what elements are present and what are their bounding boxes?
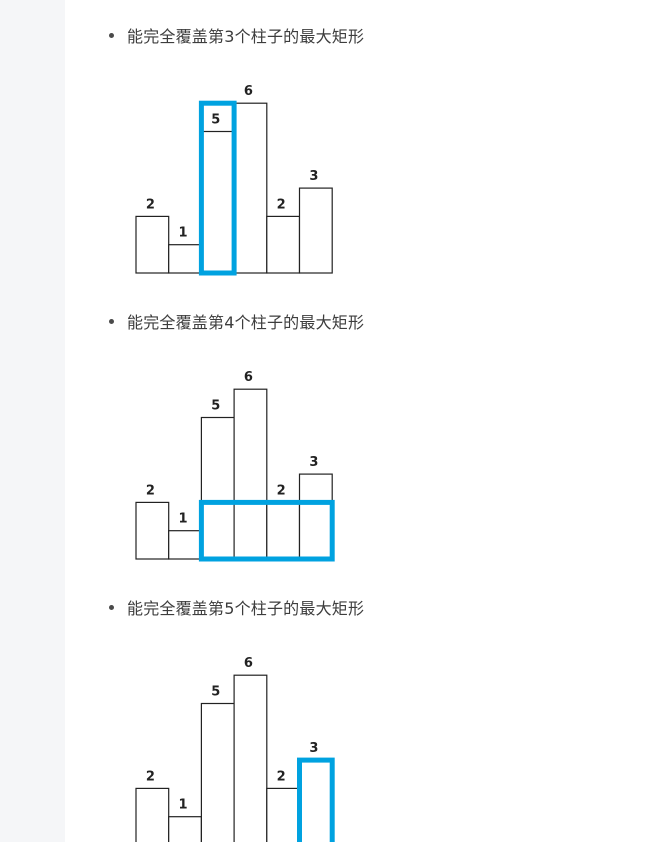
bar-value-label: 5: [211, 113, 220, 128]
list-item-caption: 能完全覆盖第3个柱子的最大矩形: [127, 27, 365, 46]
histogram-bar: [168, 816, 202, 842]
bar-value-label: 3: [309, 169, 318, 184]
bar-value-label: 6: [244, 370, 253, 385]
list-item: 能完全覆盖第4个柱子的最大矩形: [109, 309, 364, 333]
list-item: 能完全覆盖第5个柱子的最大矩形: [109, 595, 364, 619]
bar-value-label: 1: [179, 226, 188, 241]
content-area: 能完全覆盖第3个柱子的最大矩形 能完全覆盖第4个柱子的最大矩形 能完全覆盖第5个…: [65, 0, 664, 842]
histogram-bar: [266, 501, 301, 560]
histogram-bar: [298, 473, 333, 560]
histogram-bar: [168, 244, 202, 274]
histogram-bar: [200, 416, 235, 560]
bullet-icon: [109, 604, 114, 610]
list-item-caption: 能完全覆盖第4个柱子的最大矩形: [127, 313, 365, 332]
histogram-bar: [266, 787, 301, 842]
histogram-bar: [298, 759, 333, 842]
histogram-bar: [266, 215, 301, 274]
bar-value-label: 1: [179, 798, 188, 813]
bar-value-label: 3: [309, 455, 318, 470]
max-rectangle-highlight: [198, 100, 237, 276]
bar-value-label: 2: [146, 483, 155, 498]
histogram-bar: [233, 388, 268, 560]
bar-value-label: 2: [277, 769, 286, 784]
bar-value-label: 2: [146, 197, 155, 212]
max-rectangle-highlight: [198, 499, 335, 562]
histogram-bar: [298, 187, 333, 274]
bar-value-label: 2: [277, 197, 286, 212]
list-item-caption: 能完全覆盖第5个柱子的最大矩形: [127, 599, 365, 618]
bar-value-label: 6: [244, 656, 253, 671]
left-gutter: [0, 0, 65, 842]
list-item: 能完全覆盖第3个柱子的最大矩形: [109, 23, 364, 47]
histogram-bar: [135, 501, 170, 560]
histogram-bar: [168, 530, 202, 560]
histogram-bar: [200, 702, 235, 842]
bar-value-label: 5: [211, 685, 220, 700]
bar-value-label: 5: [211, 399, 220, 414]
bar-value-label: 2: [277, 483, 286, 498]
bullet-icon: [109, 318, 114, 324]
max-rectangle-highlight: [297, 757, 335, 842]
bar-value-label: 6: [244, 84, 253, 99]
bar-value-label: 3: [309, 741, 318, 756]
bullet-icon: [109, 32, 114, 38]
bar-value-label: 1: [179, 512, 188, 527]
histogram-bar: [233, 674, 268, 842]
histogram-bar: [135, 787, 170, 842]
bar-value-label: 2: [146, 769, 155, 784]
